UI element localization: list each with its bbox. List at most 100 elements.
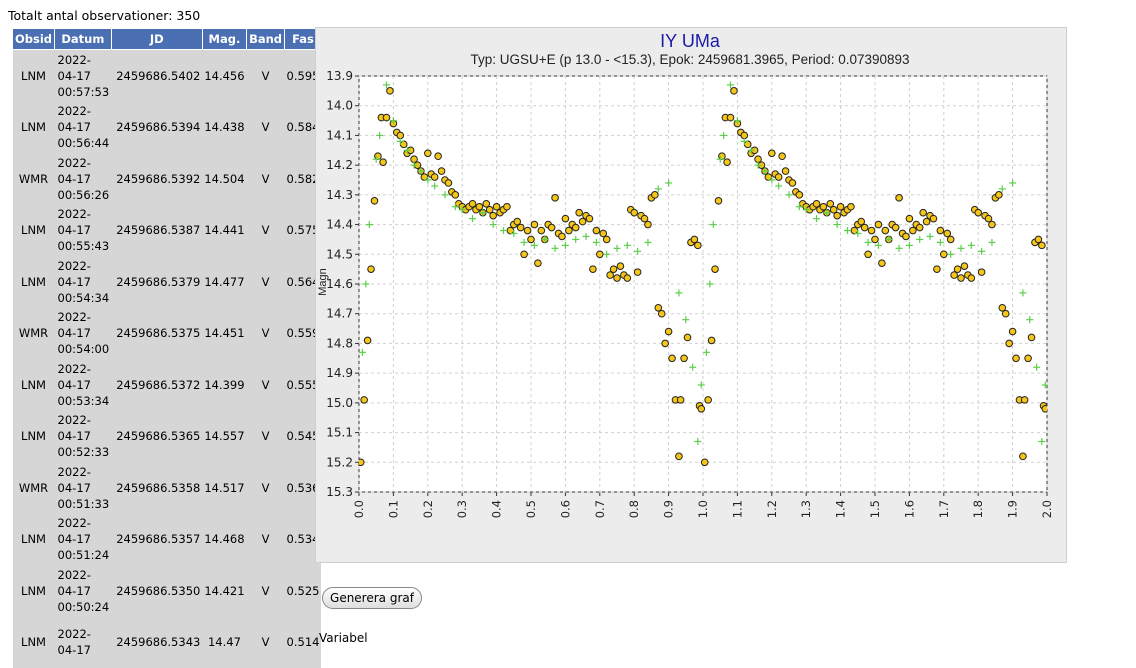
circle-point [669,355,676,362]
circle-point [641,215,648,222]
cell-jd: 2459686.5379 [111,256,202,308]
circle-point [590,266,597,273]
circle-point [1013,355,1020,362]
cell-datum-part: 04-17 [58,68,110,84]
cell-obsid: LNM [13,411,55,463]
y-tick-label: 14.8 [326,336,353,350]
light-curve-svg: IY UMa Typ: UGSU+E (p 13.0 - <15.3), Epo… [316,28,1066,562]
circle-point [572,224,579,231]
circle-point [490,212,497,219]
cell-datum-part: 2022- [58,515,110,531]
circle-point [1020,453,1027,460]
cell-fas: 0.514 [285,617,322,668]
circle-point [658,310,665,317]
circle-point [961,263,968,270]
circle-point [958,275,965,282]
circle-point [552,195,559,202]
circle-point [676,453,683,460]
cell-mag: 14.47 [202,617,246,668]
cell-datum-part: 00:54:00 [58,341,110,357]
x-tick-label: 0.7 [593,500,607,518]
circle-point [910,227,917,234]
circle-point [383,114,390,121]
circle-point [593,227,600,234]
x-tick-label: 1.7 [937,500,951,518]
circle-point [789,180,796,187]
circle-point [701,459,708,466]
cell-datum-part: 04-17 [58,428,110,444]
circle-point [875,221,882,228]
col-header-mag[interactable]: Mag. [202,29,246,50]
circle-point [559,233,566,240]
circle-point [517,224,524,231]
cell-mag: 14.399 [202,359,246,411]
cell-datum-part: 00:54:34 [58,290,110,306]
circle-point [796,192,803,199]
circle-point [435,153,442,160]
circle-point [903,233,910,240]
circle-point [830,206,837,213]
circle-point [879,260,886,267]
circle-point [712,266,719,273]
x-tick-label: 0.6 [558,500,572,518]
circle-point [380,159,387,166]
cell-obsid: LNM [13,359,55,411]
x-tick-label: 0.5 [524,500,538,518]
circle-point [535,260,542,267]
cell-obsid: LNM [13,256,55,308]
y-tick-label: 15.0 [326,396,353,410]
y-tick-label: 15.2 [326,455,353,469]
y-tick-label: 14.0 [326,99,353,113]
col-header-jd[interactable]: JD [111,29,202,50]
cell-jd: 2459686.5394 [111,102,202,154]
circle-point [731,88,738,95]
cell-obsid: LNM [13,514,55,566]
circle-point [1021,397,1028,404]
table-header-row: Obsid Datum JD Mag. Band Fas [13,29,322,50]
circle-point [996,192,1003,199]
col-header-obsid[interactable]: Obsid [13,29,55,50]
cell-datum-part: 04-17 [58,531,110,547]
cell-band: V [247,153,285,205]
circle-point [371,198,378,205]
cell-datum-part: 00:53:34 [58,393,110,409]
circle-point [872,236,879,243]
cell-band: V [247,514,285,566]
circle-point [934,266,941,273]
x-tick-label: 1.5 [868,500,882,518]
circle-point [445,180,452,187]
circle-point [765,174,772,181]
cell-datum-part: 04-17 [58,222,110,238]
cell-band: V [247,617,285,668]
cell-datum-part: 2022- [58,361,110,377]
cell-datum-part: 00:56:26 [58,187,110,203]
cell-obsid: LNM [13,617,55,668]
circle-point [538,227,545,234]
cell-datum-part: 2022- [58,52,110,68]
circle-point [607,272,614,279]
cell-datum-part: 2022- [58,155,110,171]
col-header-band[interactable]: Band [247,29,285,50]
circle-point [916,224,923,231]
circle-point [665,328,672,335]
circle-point [930,215,937,222]
generate-graph-button[interactable]: Generera graf [322,587,422,609]
circle-point [896,195,903,202]
col-header-datum[interactable]: Datum [55,29,112,50]
total-observations-label: Totalt antal observationer: 350 [8,8,200,23]
cell-datum-part: 04-17 [58,171,110,187]
circle-point [820,203,827,210]
circle-point [705,397,712,404]
circle-point [548,224,555,231]
variable-label: Variabel [319,631,368,645]
